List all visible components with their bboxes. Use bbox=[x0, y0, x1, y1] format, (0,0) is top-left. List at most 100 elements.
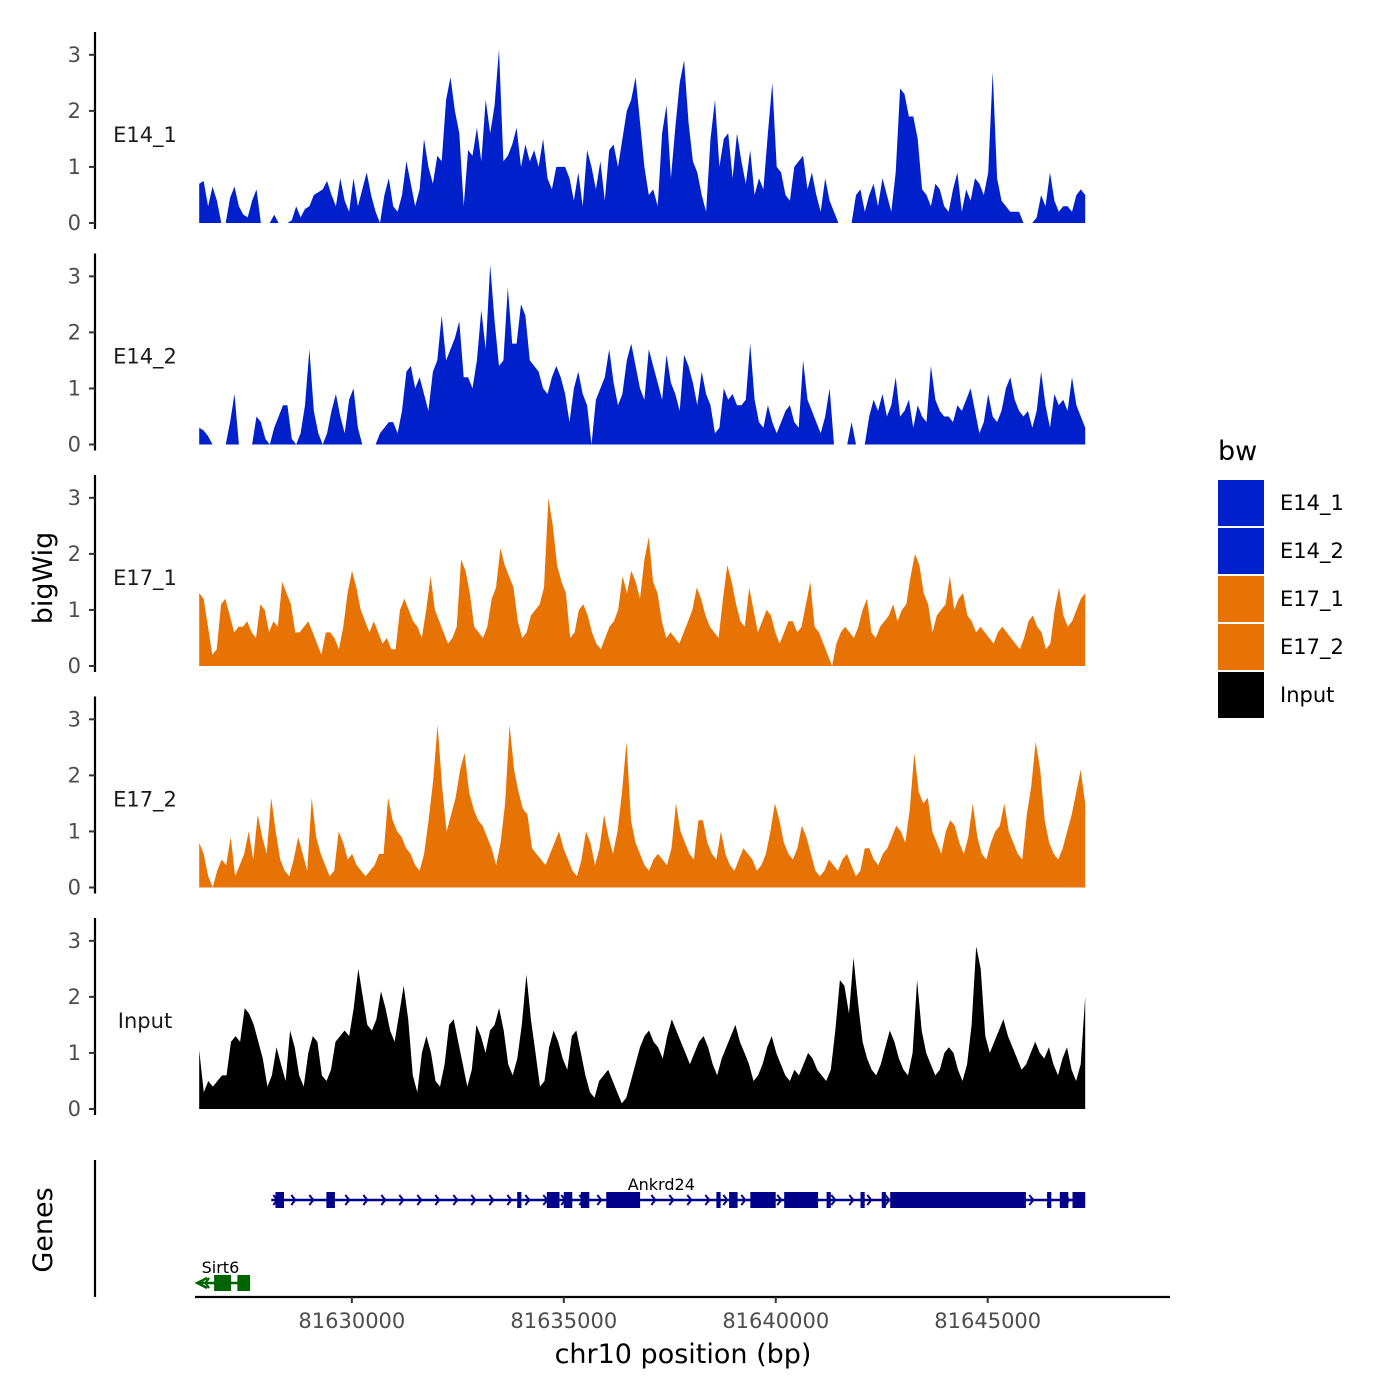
exon bbox=[784, 1192, 819, 1208]
gene-Ankrd24: Ankrd24 bbox=[271, 1175, 1086, 1208]
strand-arrow bbox=[848, 1194, 855, 1206]
strand-arrow bbox=[506, 1194, 513, 1206]
exon bbox=[1072, 1192, 1086, 1208]
coverage-area-E14_1 bbox=[199, 49, 1086, 224]
exon bbox=[729, 1192, 738, 1208]
y-axis-title: bigWig bbox=[28, 532, 59, 625]
gene-label-Sirt6: Sirt6 bbox=[202, 1258, 240, 1277]
strand-arrow bbox=[1028, 1194, 1035, 1206]
exon bbox=[881, 1192, 886, 1208]
y-tick-label: 0 bbox=[68, 654, 81, 678]
x-tick-label: 81645000 bbox=[934, 1309, 1041, 1333]
strand-arrow bbox=[884, 1194, 891, 1206]
panel-Input: 0 1 2 3 Input bbox=[68, 918, 1086, 1121]
strand-arrow bbox=[776, 1194, 783, 1206]
exon bbox=[1047, 1192, 1052, 1208]
y-tick-label: 3 bbox=[68, 486, 81, 510]
y-tick-label: 1 bbox=[68, 1041, 81, 1065]
exon bbox=[716, 1192, 721, 1208]
strand-arrow bbox=[866, 1194, 873, 1206]
panel-E17_1: 0 1 2 3 E17_1 bbox=[68, 475, 1086, 678]
strand-arrow bbox=[308, 1194, 315, 1206]
legend-key-E17_1 bbox=[1218, 576, 1264, 622]
y-tick-label: 1 bbox=[68, 376, 81, 400]
exon bbox=[826, 1192, 831, 1208]
coverage-area-Input bbox=[199, 946, 1086, 1109]
exon bbox=[517, 1192, 522, 1208]
panel-label-Input: Input bbox=[118, 1009, 172, 1033]
legend: bw E14_1 E14_2 E17_1 E17_2 Input bbox=[1218, 436, 1344, 718]
y-tick-label: 2 bbox=[68, 99, 81, 123]
legend-label-E17_1: E17_1 bbox=[1280, 587, 1344, 612]
strand-arrow bbox=[704, 1194, 711, 1206]
y-tick-label: 3 bbox=[68, 264, 81, 288]
y-tick-label: 2 bbox=[68, 763, 81, 787]
panel-label-E14_1: E14_1 bbox=[113, 123, 177, 148]
x-tick-label: 81635000 bbox=[510, 1309, 617, 1333]
exon bbox=[563, 1192, 573, 1208]
exon bbox=[214, 1275, 232, 1291]
legend-label-E14_2: E14_2 bbox=[1280, 539, 1344, 564]
coverage-area-E14_2 bbox=[199, 265, 1086, 445]
strand-arrow bbox=[344, 1194, 351, 1206]
coverage-panels: 0 1 2 3 E14_1 0 1 2 3 E14_2 0 1 2 3 E17_1 0 1 2 3 E17_2 0 1 2 3… bbox=[68, 32, 1086, 1121]
x-tick-label: 81640000 bbox=[722, 1309, 829, 1333]
y-tick-label: 0 bbox=[68, 876, 81, 900]
exon bbox=[860, 1192, 865, 1208]
strand-arrow bbox=[194, 1276, 208, 1290]
x-tick-label: 81630000 bbox=[298, 1309, 405, 1333]
exon bbox=[1059, 1192, 1069, 1208]
strand-arrow bbox=[290, 1194, 297, 1206]
coverage-area-E17_2 bbox=[199, 724, 1086, 888]
x-axis-title: chr10 position (bp) bbox=[555, 1339, 812, 1370]
gene-Sirt6: Sirt6 bbox=[194, 1258, 251, 1291]
panel-E17_2: 0 1 2 3 E17_2 bbox=[68, 696, 1086, 900]
y-tick-label: 2 bbox=[68, 985, 81, 1009]
y-tick-label: 1 bbox=[68, 819, 81, 843]
strand-arrow bbox=[668, 1194, 675, 1206]
strand-arrow bbox=[203, 1277, 211, 1289]
panel-label-E17_2: E17_2 bbox=[113, 788, 177, 813]
y-tick-label: 3 bbox=[68, 43, 81, 67]
y-tick-label: 0 bbox=[68, 433, 81, 457]
x-axis: 81630000 81635000 81640000 81645000 bbox=[195, 1295, 1170, 1333]
y-tick-label: 3 bbox=[68, 929, 81, 953]
legend-key-E14_1 bbox=[1218, 480, 1264, 526]
exon bbox=[580, 1192, 590, 1208]
legend-key-E14_2 bbox=[1218, 528, 1264, 574]
legend-label-E17_2: E17_2 bbox=[1280, 635, 1344, 660]
strand-arrow bbox=[416, 1194, 423, 1206]
strand-arrow bbox=[434, 1194, 441, 1206]
exon bbox=[326, 1192, 335, 1208]
strand-arrow bbox=[488, 1194, 495, 1206]
exon bbox=[546, 1192, 560, 1208]
y-tick-label: 3 bbox=[68, 707, 81, 731]
strand-arrow bbox=[650, 1194, 657, 1206]
gene-panel: Ankrd24 Sirt6 bbox=[93, 1160, 1086, 1297]
strand-arrow bbox=[722, 1194, 729, 1206]
legend-key-E17_2 bbox=[1218, 624, 1264, 670]
exon bbox=[275, 1192, 284, 1208]
legend-label-E14_1: E14_1 bbox=[1280, 491, 1344, 516]
exon bbox=[890, 1192, 1026, 1208]
y-tick-label: 2 bbox=[68, 320, 81, 344]
panel-label-E14_2: E14_2 bbox=[113, 345, 177, 370]
strand-arrow bbox=[596, 1194, 603, 1206]
y-tick-label: 2 bbox=[68, 542, 81, 566]
legend-title: bw bbox=[1218, 436, 1257, 467]
coverage-area-E17_1 bbox=[199, 497, 1086, 666]
gene-panel-title: Genes bbox=[28, 1187, 59, 1272]
y-tick-label: 0 bbox=[68, 211, 81, 235]
legend-key-Input bbox=[1218, 672, 1264, 718]
exon bbox=[750, 1192, 776, 1208]
legend-label-Input: Input bbox=[1280, 683, 1334, 707]
strand-arrow bbox=[398, 1194, 405, 1206]
exon bbox=[237, 1275, 251, 1291]
strand-arrow bbox=[686, 1194, 693, 1206]
strand-arrow bbox=[362, 1194, 369, 1206]
exon bbox=[606, 1192, 641, 1208]
strand-arrow bbox=[524, 1194, 531, 1206]
y-tick-label: 1 bbox=[68, 155, 81, 179]
strand-arrow bbox=[380, 1194, 387, 1206]
gene-label-Ankrd24: Ankrd24 bbox=[628, 1175, 695, 1194]
